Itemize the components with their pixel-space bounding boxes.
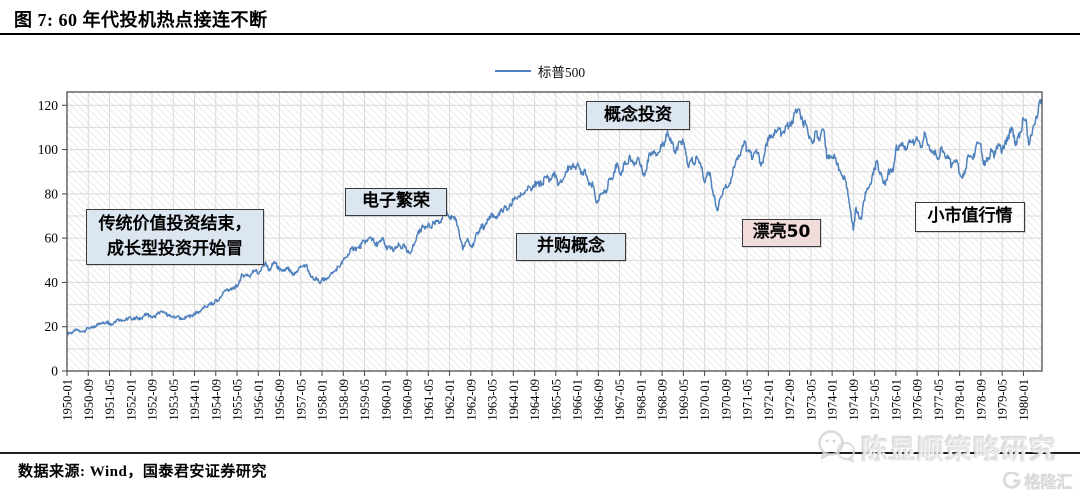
x-tick-label: 1979-05 (996, 379, 1010, 421)
x-tick-label: 1960-09 (401, 379, 415, 421)
x-tick-label: 1972-09 (783, 379, 797, 421)
x-tick-label: 1978-09 (974, 379, 988, 421)
x-tick-label: 1962-01 (443, 379, 457, 421)
x-tick-label: 1952-01 (124, 379, 138, 421)
annotation-box-1: 传统价值投资结束， 成长型投资开始冒 (86, 209, 264, 265)
x-tick-label: 1970-09 (719, 379, 733, 421)
x-tick-label: 1959-05 (358, 379, 372, 421)
x-tick-label: 1951-05 (103, 379, 117, 421)
x-tick-label: 1968-01 (634, 379, 648, 421)
x-tick-label: 1950-01 (61, 379, 75, 421)
sp500-series-line (66, 99, 1043, 336)
x-tick-label: 1967-05 (613, 379, 627, 421)
x-tick-label: 1969-05 (677, 379, 691, 421)
x-tick-label: 1980-01 (1017, 379, 1031, 421)
y-tick-label: 100 (38, 142, 59, 157)
x-tick-label: 1961-05 (422, 379, 436, 421)
annotation-box-5: 漂亮50 (742, 219, 821, 247)
y-tick-label: 20 (45, 319, 59, 334)
annotation-box-3: 并购概念 (516, 233, 626, 261)
page-title: 图 7: 60 年代投机热点接连不断 (14, 10, 268, 30)
x-tick-label: 1957-05 (294, 379, 308, 421)
y-axis-labels: 0 20 40 60 80 100 120 (38, 98, 59, 379)
x-tick-label: 1960-01 (379, 379, 393, 421)
x-tick-label: 1974-01 (826, 379, 840, 421)
data-source: 数据来源: Wind，国泰君安证券研究 (18, 464, 267, 480)
x-tick-label: 1977-05 (932, 379, 946, 421)
x-tick-label: 1956-01 (252, 379, 266, 421)
x-tick-label: 1976-09 (911, 379, 925, 421)
y-tick-label: 0 (51, 364, 58, 379)
x-tick-label: 1958-09 (337, 379, 351, 421)
x-tick-label: 1968-09 (656, 379, 670, 421)
x-tick-label: 1954-09 (209, 379, 223, 421)
title-underline (0, 33, 1080, 35)
x-tick-label: 1975-05 (868, 379, 882, 421)
x-tick-label: 1964-01 (507, 379, 521, 421)
x-axis-labels: 1950-01 1950-09 1951-05 1952-01 1952-09 1953-… (61, 379, 1031, 421)
y-tick-label: 60 (45, 231, 59, 246)
y-tick-label: 40 (45, 275, 59, 290)
y-tick-label: 120 (38, 98, 59, 113)
annotation-box-6: 小市值行情 (915, 202, 1025, 232)
x-tick-label: 1972-01 (762, 379, 776, 421)
x-tick-label: 1976-01 (889, 379, 903, 421)
footer-rule (0, 452, 1080, 454)
plot-border (66, 91, 1043, 372)
x-tick-label: 1956-09 (273, 379, 287, 421)
x-tick-label: 1955-05 (231, 379, 245, 421)
x-tick-label: 1962-09 (464, 379, 478, 421)
x-tick-label: 1973-05 (804, 379, 818, 421)
gridlines (67, 92, 1042, 371)
x-tick-label: 1965-05 (549, 379, 563, 421)
x-tick-label: 1958-01 (316, 379, 330, 421)
x-tick-label: 1964-09 (528, 379, 542, 421)
x-tick-label: 1970-01 (698, 379, 712, 421)
y-tick-label: 80 (45, 186, 59, 201)
x-tick-label: 1971-05 (741, 379, 755, 421)
x-tick-label: 1978-01 (953, 379, 967, 421)
x-tick-label: 1963-05 (486, 379, 500, 421)
axis-ticks (62, 104, 1024, 376)
annotation-box-4: 概念投资 (586, 101, 690, 130)
x-tick-label: 1954-01 (188, 379, 202, 421)
x-tick-label: 1974-09 (847, 379, 861, 421)
x-tick-label: 1952-09 (146, 379, 160, 421)
x-tick-label: 1966-09 (592, 379, 606, 421)
annotation-box-2: 电子繁荣 (345, 188, 447, 216)
x-tick-label: 1966-01 (571, 379, 585, 421)
x-tick-label: 1950-09 (82, 379, 96, 421)
x-tick-label: 1953-05 (167, 379, 181, 421)
